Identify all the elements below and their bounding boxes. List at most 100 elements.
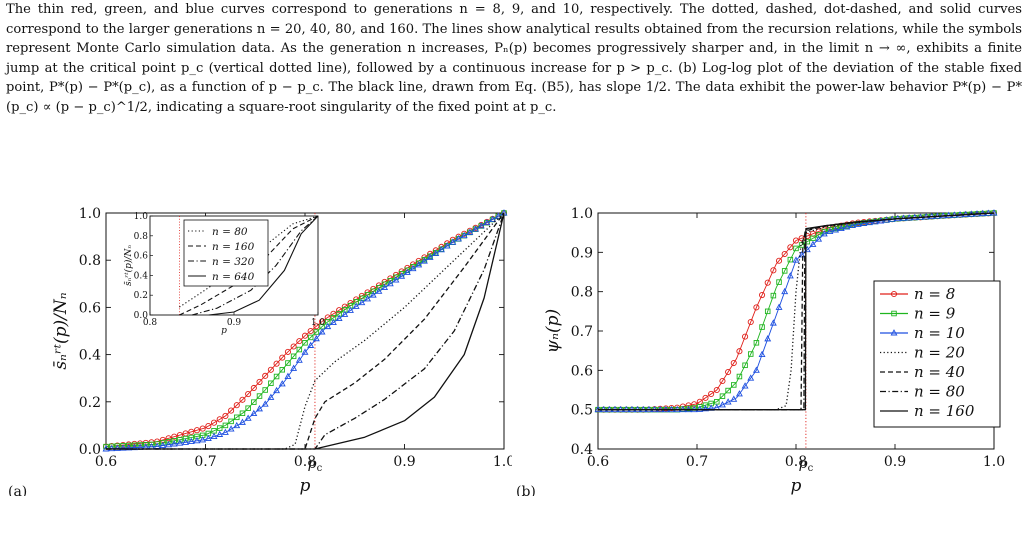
data-point xyxy=(187,437,195,445)
data-point xyxy=(443,242,451,249)
data-point xyxy=(747,374,755,381)
data-point xyxy=(290,353,297,360)
data-point xyxy=(125,444,133,451)
data-point xyxy=(256,378,263,385)
data-point xyxy=(278,380,286,387)
data-point xyxy=(335,314,343,321)
data-point xyxy=(285,360,291,366)
data-point xyxy=(815,235,823,242)
x-axis-label: p xyxy=(791,476,802,496)
data-point xyxy=(731,382,737,388)
data-point xyxy=(386,279,394,287)
data-point xyxy=(432,249,440,257)
series-line xyxy=(598,212,995,411)
inset-x-axis-label: p xyxy=(221,326,227,336)
inset-y-axis-label: s̄ₙʳᵗ(p)/Nₙ xyxy=(123,245,134,286)
legend: n = 8 n = 9n = 10 n = 20n = 40 n = 80n = 16… xyxy=(873,280,1001,428)
y-tick-label: 0.9 xyxy=(571,245,593,261)
data-point xyxy=(244,414,252,421)
data-point xyxy=(837,224,845,231)
inset-legend-label: n = 80 xyxy=(212,226,248,238)
data-point xyxy=(313,329,320,335)
data-point xyxy=(233,402,240,409)
data-point xyxy=(770,292,777,299)
data-point xyxy=(210,419,218,426)
data-point xyxy=(324,322,332,330)
data-point xyxy=(798,242,805,248)
data-point xyxy=(781,287,789,295)
data-point xyxy=(296,338,303,345)
data-point xyxy=(210,432,218,439)
data-point xyxy=(776,279,782,285)
data-point xyxy=(752,366,760,373)
series-line xyxy=(106,212,505,450)
data-point xyxy=(171,438,177,444)
data-point xyxy=(216,430,224,437)
data-point xyxy=(284,372,292,379)
data-point xyxy=(696,405,704,412)
data-point xyxy=(193,436,201,444)
data-point xyxy=(341,303,348,310)
legend-label: n = 9 xyxy=(914,305,956,323)
data-point xyxy=(792,237,800,244)
series-line xyxy=(106,212,505,450)
data-point xyxy=(713,386,720,394)
data-point xyxy=(843,223,851,230)
data-point xyxy=(216,425,223,431)
x-tick-label: 0.9 xyxy=(884,454,906,470)
data-point xyxy=(216,416,223,423)
inset-y-tick-label: 1.0 xyxy=(134,212,149,222)
data-point xyxy=(719,393,726,399)
inset-series-line xyxy=(208,215,319,316)
inset-chart: 0.8 0.9 1.0 0.0 0.2 0.4 0.6 0.8 1.0 p s̄ₙʳᵗ(p)/Nₙ n… xyxy=(123,212,325,336)
data-point xyxy=(483,218,491,226)
data-point xyxy=(302,340,308,346)
data-point xyxy=(420,257,428,264)
data-point xyxy=(409,264,417,272)
data-point xyxy=(165,439,172,445)
x-tick-label: 0.6 xyxy=(95,454,117,470)
inset-x-tick-label: 0.9 xyxy=(227,318,242,328)
data-point xyxy=(827,226,833,233)
data-point xyxy=(199,425,206,432)
legend-marker xyxy=(891,310,897,317)
panel-label: (b) xyxy=(516,484,536,496)
data-point xyxy=(798,235,805,242)
y-tick-label: 0.8 xyxy=(79,253,101,269)
data-point xyxy=(742,333,749,340)
data-point xyxy=(769,319,777,326)
x-tick-label: 0.7 xyxy=(194,454,216,470)
data-point xyxy=(736,373,743,380)
legend-label: n = 10 xyxy=(914,324,965,342)
data-point xyxy=(477,222,485,229)
series-n160 xyxy=(598,212,995,411)
y-tick-label: 0.8 xyxy=(571,285,593,301)
data-point xyxy=(273,360,280,367)
y-tick-label: 0.4 xyxy=(79,348,101,364)
data-point xyxy=(793,245,799,252)
data-point xyxy=(494,212,502,219)
data-point xyxy=(279,367,286,373)
data-point xyxy=(376,285,382,291)
data-point xyxy=(685,402,692,409)
data-point xyxy=(759,291,766,299)
legend-marker xyxy=(890,290,898,298)
data-point xyxy=(719,377,726,385)
data-point xyxy=(730,359,737,367)
data-point xyxy=(130,443,138,451)
data-point xyxy=(313,323,320,330)
data-point xyxy=(318,328,326,335)
y-tick-label: 0.0 xyxy=(79,442,101,458)
data-point xyxy=(261,400,269,407)
data-point xyxy=(205,423,212,430)
critical-point-label: pc xyxy=(308,456,323,474)
data-point xyxy=(787,244,794,251)
data-point xyxy=(182,438,190,445)
data-point xyxy=(753,340,760,346)
x-tick-label: 0.6 xyxy=(587,454,609,470)
data-point xyxy=(307,341,315,348)
panel-label: (a) xyxy=(8,484,27,496)
series-n80 xyxy=(106,212,505,450)
data-point xyxy=(860,219,868,226)
data-point xyxy=(375,287,383,294)
